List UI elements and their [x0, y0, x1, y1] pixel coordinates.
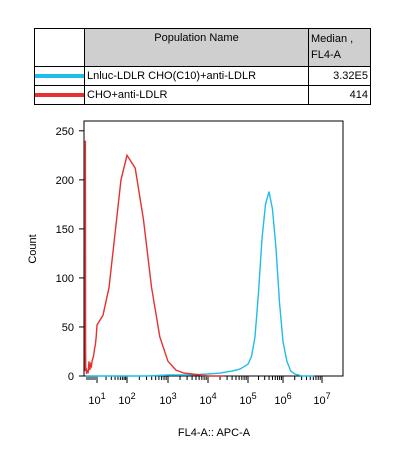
plot-frame	[83, 120, 344, 377]
y-tick-label: 50	[62, 322, 74, 334]
legend-row: CHO+anti-LDLR 414	[34, 85, 371, 105]
legend-header-blank	[34, 28, 85, 67]
y-tick-label: 100	[56, 273, 74, 285]
x-axis-label: FL4-A:: APC-A	[178, 427, 251, 439]
series-line-cyan	[85, 191, 315, 377]
series-line-red	[84, 140, 224, 377]
legend-header-value: Median , FL4-A	[308, 28, 371, 67]
series-group	[84, 140, 315, 377]
legend-row-name: Lnluc-LDLR CHO(C10)+anti-LDLR	[84, 66, 309, 86]
x-axis: 101 102 103 104 105 106 107	[86, 376, 331, 407]
x-tick-label: 105	[239, 391, 256, 407]
legend-table: Population Name Median , FL4-A Lnluc-LDL…	[34, 28, 371, 105]
x-tick-label: 104	[199, 391, 216, 407]
x-tick-label: 103	[159, 391, 176, 407]
legend-row-value: 414	[308, 85, 371, 105]
x-tick-label: 102	[118, 391, 135, 407]
x-tick-label: 106	[274, 391, 291, 407]
legend-header-value-text: Median , FL4-A	[311, 33, 354, 61]
x-tick-label: 107	[313, 391, 330, 407]
y-axis: 0 50 100 150 200 250	[56, 126, 84, 383]
y-tick-label: 0	[68, 371, 74, 383]
legend-swatch-red	[35, 93, 84, 97]
legend-header-name: Population Name	[84, 28, 309, 67]
legend-row-name: CHO+anti-LDLR	[84, 85, 309, 105]
y-axis-label: Count	[27, 234, 39, 263]
x-tick-label: 101	[88, 391, 105, 407]
legend-swatch-cell	[34, 85, 85, 105]
y-tick-label: 250	[56, 126, 74, 138]
legend-row: Lnluc-LDLR CHO(C10)+anti-LDLR 3.32E5	[34, 66, 371, 86]
legend-swatch-cyan	[35, 74, 84, 78]
y-tick-label: 200	[56, 175, 74, 187]
y-tick-label: 150	[56, 224, 74, 236]
